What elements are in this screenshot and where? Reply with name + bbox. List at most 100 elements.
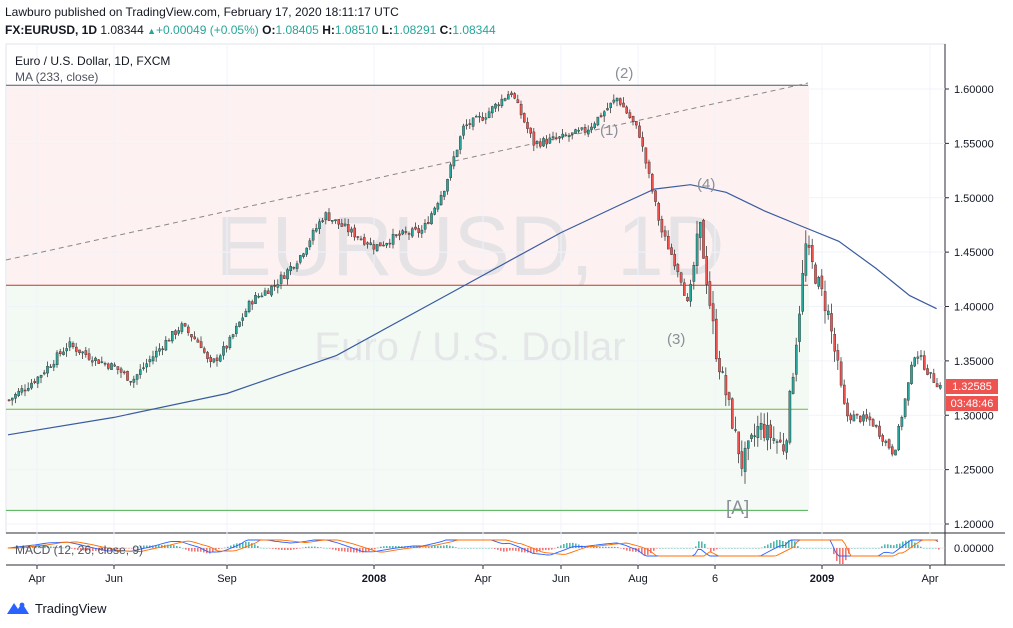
macd-histogram-bar: [332, 548, 334, 550]
macd-histogram-bar: [569, 542, 571, 548]
macd-histogram-bar: [746, 548, 748, 549]
price-axis[interactable]: 1.60000 1.55000 1.50000 1.45000 1.40000 1.350…: [945, 84, 994, 531]
candle-body: [401, 230, 405, 235]
macd-histogram-bar: [176, 545, 178, 548]
macd-histogram-bar: [386, 546, 388, 548]
macd-histogram-bar: [485, 548, 487, 549]
macd-histogram-bar: [368, 548, 370, 552]
macd-histogram-bar: [272, 548, 274, 549]
candle-body: [55, 352, 59, 365]
candle-body: [311, 230, 315, 241]
candle-body: [228, 336, 232, 348]
candle-body: [625, 106, 628, 114]
macd-histogram-bar: [902, 541, 904, 548]
macd-histogram-bar: [119, 548, 121, 549]
candle-body: [651, 174, 654, 192]
macd-histogram-bar: [467, 548, 469, 549]
candle-body: [705, 256, 708, 285]
candle-body: [276, 284, 280, 288]
candles: [7, 90, 942, 484]
macd-histogram-bar: [143, 545, 145, 548]
macd-histogram-bar: [134, 547, 136, 548]
ma-legend[interactable]: MA (233, close): [15, 70, 98, 84]
footer-brand[interactable]: TradingView: [6, 600, 107, 616]
macd-histogram-bar: [242, 542, 244, 548]
macd-histogram-bar: [692, 548, 694, 549]
candle-body: [830, 313, 833, 332]
macd-histogram-bar: [206, 548, 208, 554]
macd-histogram-bar: [356, 548, 358, 553]
candle-body: [395, 234, 398, 237]
candle-body: [455, 149, 459, 157]
macd-histogram-bar: [158, 545, 160, 548]
dashed-trendline[interactable]: [5, 82, 809, 261]
macd-histogram-bar: [425, 547, 427, 548]
macd-histogram-bar: [764, 546, 766, 548]
macd-histogram-bar: [335, 548, 337, 551]
macd-histogram-bar: [116, 548, 118, 550]
candle-body: [657, 203, 660, 221]
candle-body: [382, 244, 385, 247]
macd-histogram-bar: [824, 548, 826, 549]
high-value: 1.08510: [334, 23, 379, 37]
candle-body: [939, 385, 942, 389]
candle-body: [420, 229, 424, 234]
candle-body: [97, 359, 100, 364]
macd-histogram-bar: [362, 548, 364, 553]
low-label: L:: [381, 23, 393, 37]
macd-histogram-bar: [68, 547, 70, 549]
time-axis[interactable]: Apr Jun Sep 2008 Apr Jun Aug 6 2009 Apr: [28, 565, 939, 585]
macd-histogram-bar: [113, 548, 115, 550]
candle-body: [567, 135, 571, 138]
macd-histogram-bar: [827, 548, 829, 549]
macd-histogram-bar: [479, 548, 481, 549]
wave-label-3: (3): [667, 331, 685, 348]
macd-histogram-bar: [482, 548, 484, 549]
wave-label-2: (2): [615, 65, 633, 82]
candle-body: [36, 376, 40, 384]
candle-body: [759, 423, 763, 430]
time-tick-label: 6: [712, 573, 718, 585]
candle-body: [43, 372, 46, 375]
candle-body: [110, 363, 113, 370]
candle-body: [513, 93, 516, 99]
macd-histogram-bar: [686, 548, 688, 549]
macd-histogram-bar: [230, 545, 232, 548]
tradingview-logo-icon: [7, 602, 29, 614]
macd-legend[interactable]: MACD (12, 26, close, 9): [15, 543, 143, 557]
macd-histogram-bar: [530, 548, 532, 553]
candle-body: [129, 380, 133, 383]
candle-body: [327, 212, 331, 221]
macd-histogram-bar: [275, 548, 277, 550]
candle-body: [686, 296, 689, 301]
macd-histogram-bar: [770, 542, 772, 548]
macd-histogram-bar: [188, 548, 190, 551]
candle-body: [785, 440, 788, 453]
macd-histogram-bar: [587, 547, 589, 548]
candle-body: [62, 351, 65, 355]
candle-body: [692, 265, 696, 282]
candle-body: [452, 156, 456, 167]
candle-body: [740, 451, 744, 469]
candle-body: [449, 164, 453, 178]
macd-axis-zero: 0.00000: [954, 543, 994, 555]
macd-histogram-bar: [383, 546, 385, 548]
macd-histogram-bar: [767, 544, 769, 548]
macd-histogram-bar: [605, 546, 607, 548]
candle-body: [39, 375, 43, 378]
candle-body: [654, 190, 657, 202]
candle-body: [154, 350, 158, 358]
macd-histogram-bar: [500, 548, 502, 551]
candle-body: [84, 350, 88, 355]
macd-histogram-bar: [353, 548, 355, 553]
candle-body: [750, 434, 753, 439]
macd-histogram-bar: [59, 547, 61, 548]
candle-body: [174, 330, 177, 335]
candle-body: [14, 394, 17, 399]
candle-body: [273, 285, 277, 287]
candle-body: [68, 341, 72, 348]
macd-histogram-bar: [776, 539, 778, 548]
candle-body: [929, 372, 932, 374]
high-label: H:: [322, 23, 335, 37]
